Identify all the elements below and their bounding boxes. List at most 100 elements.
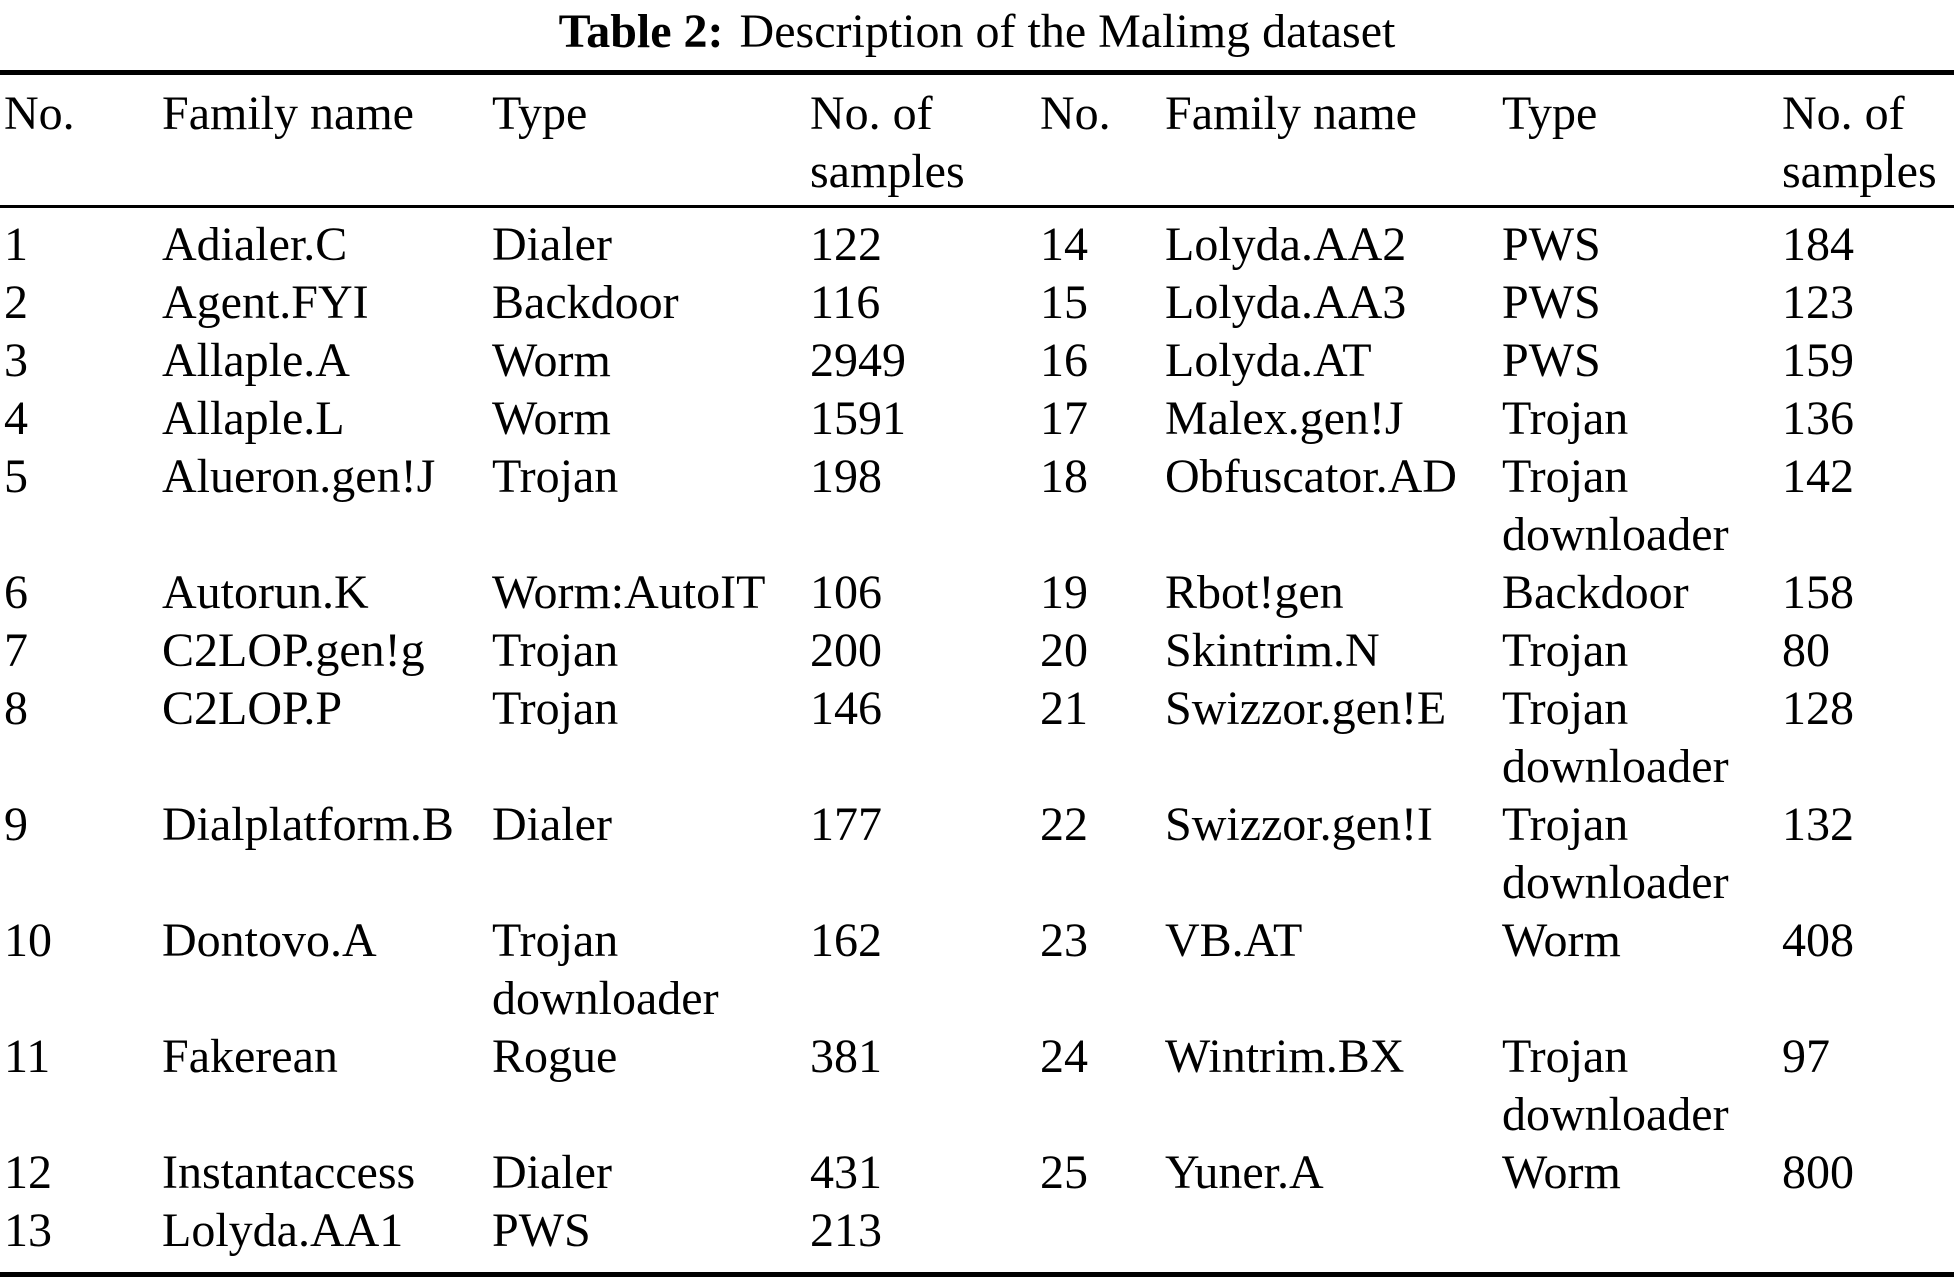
malimg-dataset-table: No. Family name Type No. of samples No. Famil…: [0, 70, 1954, 1277]
cell-no: 3: [4, 334, 28, 387]
cell-type: Worm: [1502, 1146, 1621, 1199]
cell-samples: 198: [810, 450, 882, 503]
cell-no: 5: [4, 450, 28, 503]
cell-samples: 122: [810, 218, 882, 271]
table-row: 7 C2LOP.gen!g Trojan 200 20 Skintrim.N Trojan 8…: [0, 622, 1954, 680]
cell-no: 21: [1040, 682, 1088, 735]
cell-no: 23: [1040, 914, 1088, 967]
cell-no: 11: [4, 1030, 51, 1083]
cell-samples: 2949: [810, 334, 906, 387]
cell-samples: 97: [1782, 1030, 1830, 1083]
cell-family: Swizzor.gen!E: [1165, 682, 1447, 735]
cell-family: Swizzor.gen!I: [1165, 798, 1433, 851]
cell-samples: 381: [810, 1030, 882, 1083]
cell-samples: 116: [810, 276, 881, 329]
cell-samples: 1591: [810, 392, 906, 445]
cell-no: 2: [4, 276, 28, 329]
cell-samples: 80: [1782, 624, 1830, 677]
cell-family: Yuner.A: [1165, 1146, 1324, 1199]
cell-family: Adialer.C: [162, 218, 348, 271]
cell-type: Trojan downloader: [1502, 450, 1729, 561]
cell-family: Lolyda.AA3: [1165, 276, 1407, 329]
table-row: 1 Adialer.C Dialer 122 14 Lolyda.AA2 PWS 184: [0, 207, 1954, 275]
cell-samples: 162: [810, 914, 882, 967]
cell-samples: 142: [1782, 450, 1854, 503]
cell-samples: 132: [1782, 798, 1854, 851]
cell-type: Worm: [1502, 914, 1621, 967]
table-row: 13 Lolyda.AA1 PWS 213: [0, 1202, 1954, 1275]
cell-samples: 184: [1782, 218, 1854, 271]
cell-no: 20: [1040, 624, 1088, 677]
table-row: 2 Agent.FYI Backdoor 116 15 Lolyda.AA3 PWS 123: [0, 274, 1954, 332]
column-header: Family name: [1165, 87, 1417, 140]
cell-samples: 200: [810, 624, 882, 677]
table-body: 1 Adialer.C Dialer 122 14 Lolyda.AA2 PWS 184 2 Ag…: [0, 207, 1954, 1275]
cell-no: 22: [1040, 798, 1088, 851]
cell-no: 12: [4, 1146, 52, 1199]
cell-samples: [1778, 1202, 1954, 1275]
cell-samples: 800: [1782, 1146, 1854, 1199]
cell-type: Trojan: [1502, 624, 1629, 677]
cell-no: 7: [4, 624, 28, 677]
table-caption: Table 2: Description of the Malimg datase…: [0, 0, 1954, 58]
cell-type: PWS: [1502, 334, 1601, 387]
cell-type: Worm: [492, 334, 611, 387]
cell-type: PWS: [492, 1204, 591, 1257]
cell-type: Trojan downloader: [1502, 682, 1729, 793]
column-header: Type: [1502, 87, 1598, 140]
cell-samples: 159: [1782, 334, 1854, 387]
cell-type: Backdoor: [492, 276, 679, 329]
cell-no: 10: [4, 914, 52, 967]
table-row: 11 Fakerean Rogue 381 24 Wintrim.BX Trojan dow…: [0, 1028, 1954, 1144]
cell-family: Instantaccess: [162, 1146, 416, 1199]
cell-family: C2LOP.P: [162, 682, 343, 735]
cell-samples: 128: [1782, 682, 1854, 735]
cell-type: Trojan: [492, 624, 619, 677]
cell-type: Worm:AutoIT: [492, 566, 766, 619]
table-row: 8 C2LOP.P Trojan 146 21 Swizzor.gen!E Trojan d…: [0, 680, 1954, 796]
cell-type: Dialer: [492, 798, 612, 851]
cell-family: Fakerean: [162, 1030, 338, 1083]
cell-type: PWS: [1502, 276, 1601, 329]
cell-family: Skintrim.N: [1165, 624, 1380, 677]
table-row: 12 Instantaccess Dialer 431 25 Yuner.A Worm 800: [0, 1144, 1954, 1202]
table-header-row: No. Family name Type No. of samples No. Famil…: [0, 73, 1954, 207]
column-header: No.: [4, 87, 75, 140]
cell-family: Alueron.gen!J: [162, 450, 436, 503]
cell-type: Trojan: [1502, 392, 1629, 445]
cell-no: [1036, 1202, 1161, 1275]
table-row: 5 Alueron.gen!J Trojan 198 18 Obfuscator.AD Tr…: [0, 448, 1954, 564]
cell-family: Malex.gen!J: [1165, 392, 1404, 445]
cell-family: Allaple.A: [162, 334, 350, 387]
cell-no: 4: [4, 392, 28, 445]
cell-no: 15: [1040, 276, 1088, 329]
column-header: No. of samples: [1782, 87, 1937, 198]
cell-samples: 106: [810, 566, 882, 619]
cell-family: Rbot!gen: [1165, 566, 1344, 619]
cell-no: 16: [1040, 334, 1088, 387]
cell-type: Trojan downloader: [492, 914, 719, 1025]
table-number-label: Table 2:: [558, 5, 724, 58]
table-caption-text: Description of the Malimg dataset: [739, 5, 1396, 58]
cell-type: Dialer: [492, 1146, 612, 1199]
cell-family: Autorun.K: [162, 566, 369, 619]
cell-samples: 431: [810, 1146, 882, 1199]
cell-no: 8: [4, 682, 28, 735]
table-row: 10 Dontovo.A Trojan downloader 162 23 VB.AT Wo…: [0, 912, 1954, 1028]
column-header: No.: [1040, 87, 1111, 140]
cell-family: VB.AT: [1165, 914, 1303, 967]
cell-type: Trojan downloader: [1502, 798, 1729, 909]
cell-type: Rogue: [492, 1030, 618, 1083]
cell-samples: 123: [1782, 276, 1854, 329]
cell-no: 18: [1040, 450, 1088, 503]
cell-type: Trojan: [492, 682, 619, 735]
table-row: 9 Dialplatform.B Dialer 177 22 Swizzor.gen!I T…: [0, 796, 1954, 912]
cell-samples: 213: [810, 1204, 882, 1257]
cell-no: 13: [4, 1204, 52, 1257]
cell-type: Worm: [492, 392, 611, 445]
cell-family: Obfuscator.AD: [1165, 450, 1457, 503]
cell-no: 6: [4, 566, 28, 619]
cell-samples: 408: [1782, 914, 1854, 967]
table-row: 6 Autorun.K Worm:AutoIT 106 19 Rbot!gen Backdo…: [0, 564, 1954, 622]
cell-family: Allaple.L: [162, 392, 345, 445]
